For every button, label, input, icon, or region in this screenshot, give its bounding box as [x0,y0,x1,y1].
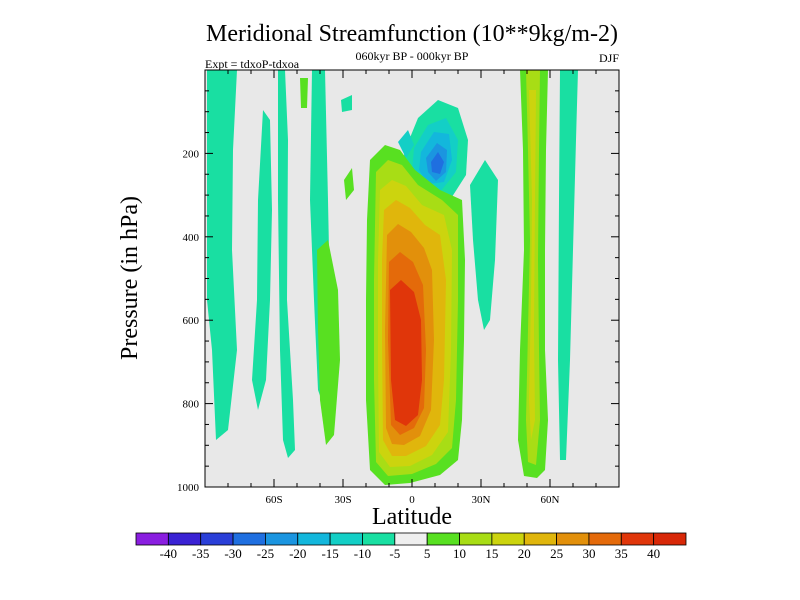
colorbar-label: -30 [224,546,241,561]
contour-fields [207,70,578,485]
colorbar-label: 5 [424,546,431,561]
contour-neg-band-1 [207,70,237,440]
colorbar-label: -15 [321,546,338,561]
colorbar-label: -5 [389,546,400,561]
colorbar-label: -40 [160,546,177,561]
y-tick-label: 1000 [177,482,200,494]
contour-neg-band-2 [252,110,272,410]
contour-neg-cell-5 [431,152,444,174]
colorbar-swatch [556,532,590,546]
colorbar-label: 25 [550,546,563,561]
contour-neg-band-5 [341,95,352,112]
colorbar-swatch [653,532,687,546]
colorbar-label: 15 [485,546,498,561]
colorbar-swatch [620,532,655,546]
x-tick-label: 30S [334,494,351,506]
colorbar-label: 40 [647,546,660,561]
colorbar-swatch [459,532,493,546]
colorbar-label: -10 [354,546,371,561]
contour-pos-band-6 [529,90,536,440]
x-tick-label: 30N [472,494,491,506]
contour-neg-band-7 [558,70,578,460]
contour-neg-band-3 [278,70,295,458]
x-tick-label: 60S [265,494,282,506]
y-tick-label: 200 [183,148,200,160]
chart-subtitle: 060kyr BP - 000kyr BP [356,49,469,63]
colorbar-swatch [135,532,169,546]
colorbar-swatch [523,532,557,546]
contour-pos-band-2 [317,240,340,445]
contour-tropical-cell-7 [390,280,422,426]
colorbar-swatch [265,532,299,546]
left-annotation: Expt = tdxoP-tdxoa [205,57,300,71]
colorbar-label: 10 [453,546,466,561]
colorbar-swatch [491,532,525,546]
colorbar: -40 -35 -30 -25 -20 -15 -10 -5 5 10 15 20 25 30 35 40 [135,532,687,561]
contour-pos-band-1 [300,78,308,108]
x-axis-label: Latitude [372,504,452,530]
contour-neg-band-6 [470,160,498,330]
colorbar-swatch [426,532,460,546]
colorbar-swatch [167,532,202,546]
colorbar-label: 20 [518,546,531,561]
colorbar-swatch [362,532,396,546]
colorbar-label: 35 [615,546,628,561]
x-tick-label: 0 [409,494,415,506]
y-axis-label: Pressure (in hPa) [117,196,143,360]
colorbar-label: -20 [289,546,306,561]
colorbar-swatch [329,532,363,546]
colorbar-label: -25 [257,546,274,561]
contour-neg-cell-small [398,130,414,158]
chart-title: Meridional Streamfunction (10**9kg/m-2) [206,21,618,47]
season-label: DJF [599,51,619,65]
colorbar-swatch [297,532,331,546]
colorbar-swatch [232,532,266,546]
y-tick-label: 800 [183,399,200,411]
y-tick-label: 400 [183,232,200,244]
y-tick-label: 600 [183,315,200,327]
colorbar-swatch [588,532,622,546]
axis-ticks: 60S 30S 0 30N 60N 200 400 600 800 1000 [177,70,619,506]
x-tick-label: 60N [541,494,560,506]
contour-pos-band-3 [344,168,354,200]
colorbar-swatch [200,532,234,546]
colorbar-swatch [394,532,428,546]
colorbar-label: -35 [192,546,209,561]
colorbar-label: 30 [582,546,595,561]
